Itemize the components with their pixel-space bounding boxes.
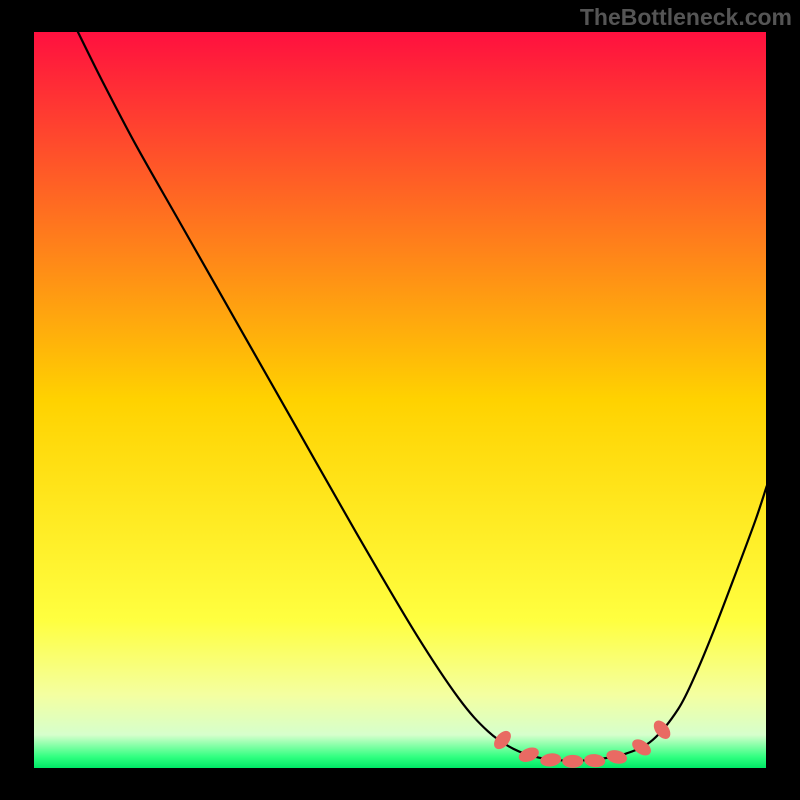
plot-background bbox=[34, 32, 766, 768]
watermark-label: TheBottleneck.com bbox=[580, 4, 792, 31]
valley-marker bbox=[563, 755, 583, 767]
bottleneck-curve-chart bbox=[0, 0, 800, 800]
